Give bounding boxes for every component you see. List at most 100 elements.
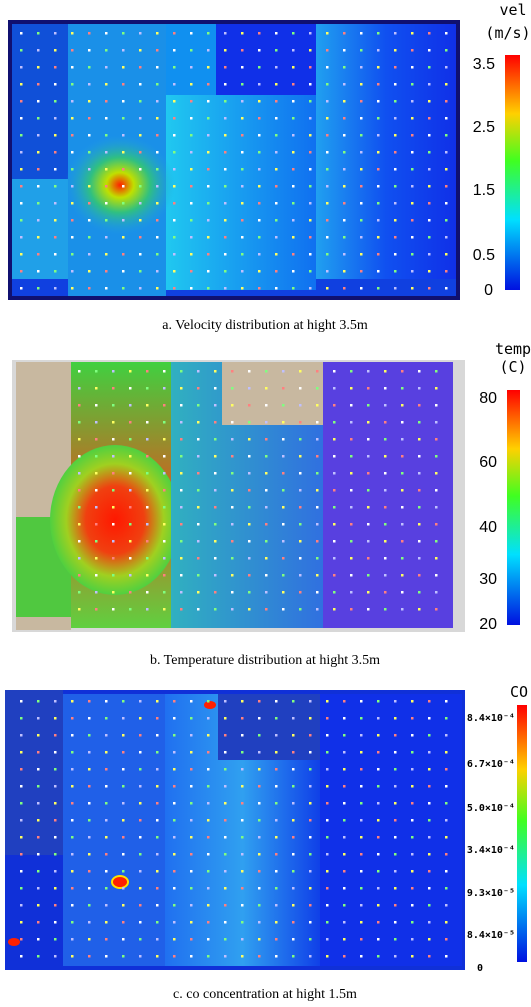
probe-dot [163,455,166,458]
probe-dot [20,219,23,222]
probe-dot [231,557,234,560]
probe-dot [275,887,278,890]
probe-dot [105,938,108,941]
probe-dot [343,751,346,754]
probe-dot [343,151,346,154]
probe-dot [54,802,57,805]
probe-dot [292,202,295,205]
probe-dot [88,836,91,839]
probe-dot [88,185,91,188]
probe-dot [292,734,295,737]
probe-dot [343,83,346,86]
probe-dot [360,802,363,805]
probe-dot [105,785,108,788]
probe-dot [122,117,125,120]
probe-dot [207,887,210,890]
probe-dot [207,955,210,958]
probe-dot [241,768,244,771]
probe-dot [299,523,302,526]
probe-dot [173,802,176,805]
probe-dot [20,785,23,788]
probe-dot [156,717,159,720]
probe-dot [265,574,268,577]
probe-dot [190,168,193,171]
probe-dot [95,540,98,543]
probe-dot [173,270,176,273]
probe-dot [146,540,149,543]
probe-dot [112,438,115,441]
probe-dot [190,751,193,754]
probe-dot [20,921,23,924]
probe-dot [265,489,268,492]
probe-dot [20,83,23,86]
probe-dot [207,921,210,924]
probe-dot [88,83,91,86]
probe-dot [88,938,91,941]
probe-dot [282,506,285,509]
probe-dot [428,83,431,86]
probe-dot [20,270,23,273]
probe-dot [428,785,431,788]
probe-dot [54,66,57,69]
probe-dot [377,236,380,239]
probe-dot [20,870,23,873]
probe-dot [384,421,387,424]
probe-dot [258,134,261,137]
probe-dot [367,421,370,424]
probe-dot [122,768,125,771]
probe-dot [282,608,285,611]
probe-dot [241,49,244,52]
probe-dot [122,904,125,907]
probe-dot [326,100,329,103]
probe-dot [418,608,421,611]
probe-dot [333,370,336,373]
probe-dot [275,938,278,941]
probe-dot [37,253,40,256]
probe-dot [112,404,115,407]
probe-dot [78,506,81,509]
probe-dot [224,117,227,120]
probe-dot [173,83,176,86]
probe-dot [258,717,261,720]
probe-dot [37,83,40,86]
probe-dot [360,887,363,890]
probe-dot [78,472,81,475]
probe-dot [411,66,414,69]
probe-dot [122,785,125,788]
probe-dot [292,134,295,137]
colorbar [507,390,520,625]
probe-dot [360,219,363,222]
probe-dot [343,168,346,171]
probe-dot [95,591,98,594]
probe-dot [333,489,336,492]
probe-dot [377,49,380,52]
probe-dot [292,768,295,771]
probe-dot [394,751,397,754]
probe-dot [418,574,421,577]
probe-dot [156,700,159,703]
probe-dot [360,717,363,720]
probe-dot [333,557,336,560]
probe-dot [326,32,329,35]
probe-dot [445,287,448,290]
probe-dot [343,717,346,720]
probe-dot [377,853,380,856]
probe-dot [292,49,295,52]
probe-dot [275,921,278,924]
probe-dot [20,49,23,52]
probe-dot [258,785,261,788]
probe-dot [139,202,142,205]
probe-dot [360,836,363,839]
probe-dot [418,404,421,407]
probe-dot [173,253,176,256]
probe-dot [71,49,74,52]
probe-dot [122,870,125,873]
probe-dot [309,734,312,737]
probe-dot [265,370,268,373]
probe-dot [122,32,125,35]
probe-dot [401,421,404,424]
probe-dot [360,117,363,120]
probe-dot [71,185,74,188]
probe-dot [282,489,285,492]
probe-dot [197,608,200,611]
